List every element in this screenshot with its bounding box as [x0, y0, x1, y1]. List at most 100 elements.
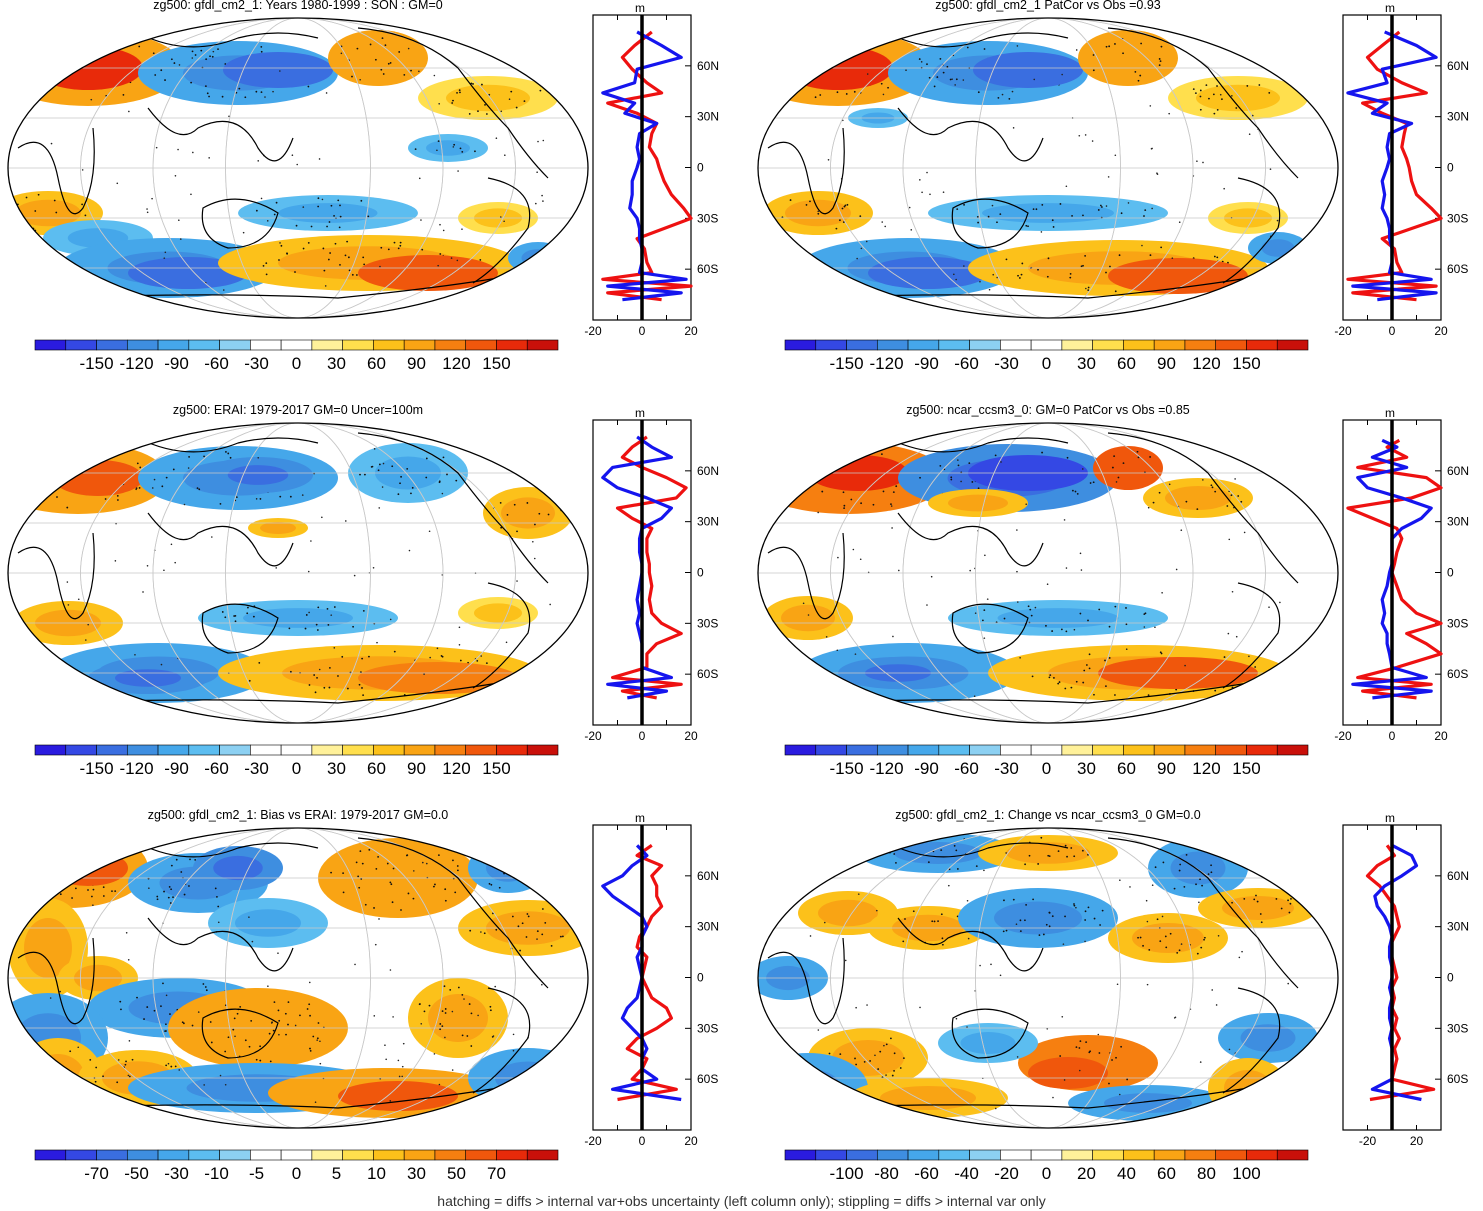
profile-lat-label: 30N — [697, 920, 719, 934]
stipple-dot — [49, 889, 52, 892]
coastline — [17, 127, 95, 215]
stipple-dot — [421, 861, 424, 864]
colorbar-swatch — [815, 339, 847, 351]
stipple-dot — [500, 110, 503, 113]
stipple-dot — [1173, 1017, 1176, 1019]
stipple-dot — [178, 64, 181, 66]
stipple-dot — [1025, 503, 1028, 506]
stipple-dot — [1210, 864, 1212, 867]
stipple-dot — [456, 865, 459, 867]
profile-units: m — [1385, 811, 1395, 825]
stipple-dot — [1149, 254, 1152, 257]
stipple-dot — [841, 207, 844, 210]
stipple-dot — [485, 662, 488, 664]
stipple-dot — [1243, 531, 1246, 534]
stipple-dot — [170, 543, 173, 546]
stipple-dot — [1060, 628, 1063, 631]
stipple-dot — [347, 687, 349, 690]
stipple-dot — [164, 1023, 167, 1026]
stipple-dot — [891, 1074, 894, 1077]
stipple-dot — [1008, 97, 1011, 100]
stipple-dot — [452, 146, 455, 148]
stipple-dot — [498, 886, 501, 889]
colorbar-label: -70 — [84, 1164, 109, 1183]
stipple-dot — [1158, 58, 1161, 60]
stipple-dot — [1092, 54, 1095, 56]
stipple-dot — [389, 618, 392, 621]
stipple-dot — [438, 1083, 441, 1086]
stipple-dot — [921, 191, 923, 194]
stipple-dot — [304, 627, 307, 630]
colorbar-swatch — [342, 1149, 374, 1161]
stipple-dot — [1149, 105, 1152, 107]
stipple-dot — [40, 456, 43, 459]
stipple-dot — [407, 892, 410, 895]
stipple-dot — [1115, 481, 1118, 483]
stipple-dot — [784, 497, 787, 499]
colorbar-swatch — [1123, 1149, 1155, 1161]
stipple-dot — [1087, 286, 1090, 289]
stipple-dot — [42, 1086, 45, 1089]
stipple-dot — [63, 865, 66, 868]
profile-x-label: 0 — [1389, 729, 1396, 743]
stipple-dot — [505, 641, 508, 644]
colorbar-label: 90 — [1157, 759, 1176, 778]
stipple-dot — [1115, 1056, 1117, 1059]
stipple-dot — [307, 242, 310, 244]
stipple-dot — [444, 1012, 447, 1014]
anomaly-core — [1104, 1093, 1192, 1113]
stipple-dot — [1248, 655, 1250, 658]
stipple-dot — [860, 247, 863, 250]
stipple-dot — [301, 494, 304, 496]
stipple-dot — [954, 84, 956, 86]
stipple-dot — [143, 1018, 145, 1020]
stipple-dot — [352, 625, 354, 628]
colorbar-swatch — [126, 1149, 159, 1161]
colorbar-swatch — [815, 1149, 847, 1161]
stipple-dot — [128, 1040, 131, 1042]
anomaly-blob — [128, 257, 248, 289]
stipple-dot — [1248, 133, 1251, 136]
anomaly-blob — [48, 850, 128, 886]
stipple-dot — [468, 1003, 471, 1005]
stipple-dot — [364, 473, 366, 476]
colorbar-swatch — [1123, 744, 1155, 756]
colorbar-swatch — [1061, 1149, 1093, 1161]
graticule-lon — [80, 828, 516, 1128]
stipple-dot — [160, 69, 163, 72]
stipple-dot — [179, 238, 182, 240]
stipple-dot — [533, 557, 536, 560]
anomaly-core — [15, 199, 81, 227]
anomaly-core — [1261, 239, 1295, 257]
anomaly-core — [24, 918, 72, 978]
stipple-dot — [1105, 205, 1108, 207]
stipple-dot — [105, 851, 108, 854]
stipple-dot — [77, 598, 80, 601]
colorbar-swatch — [250, 339, 282, 351]
stipple-dot — [1210, 484, 1213, 487]
stipple-dot — [319, 1062, 322, 1065]
stipple-dot — [877, 1068, 880, 1070]
stipple-dot — [1211, 486, 1214, 489]
stipple-dot — [442, 456, 445, 459]
stipple-dot — [363, 263, 366, 266]
stipple-dot — [399, 482, 401, 485]
stipple-dot — [895, 485, 898, 488]
stipple-dot — [1071, 215, 1073, 217]
stipple-dot — [1108, 657, 1111, 659]
stipple-dot — [66, 506, 69, 509]
colorbar-swatch — [157, 1149, 190, 1161]
stipple-dot — [525, 936, 528, 938]
stipple-dot — [1194, 92, 1197, 95]
stipple-dot — [373, 448, 376, 450]
stipple-dot — [845, 93, 848, 95]
stipple-dot — [355, 274, 358, 276]
stipple-dot — [515, 856, 518, 859]
stipple-dot — [515, 106, 518, 109]
colorbar-label: -30 — [244, 354, 269, 373]
stipple-dot — [876, 909, 878, 912]
stipple-dot — [1047, 257, 1050, 260]
stipple-dot — [1151, 884, 1154, 887]
colorbar-swatch — [65, 1149, 97, 1161]
